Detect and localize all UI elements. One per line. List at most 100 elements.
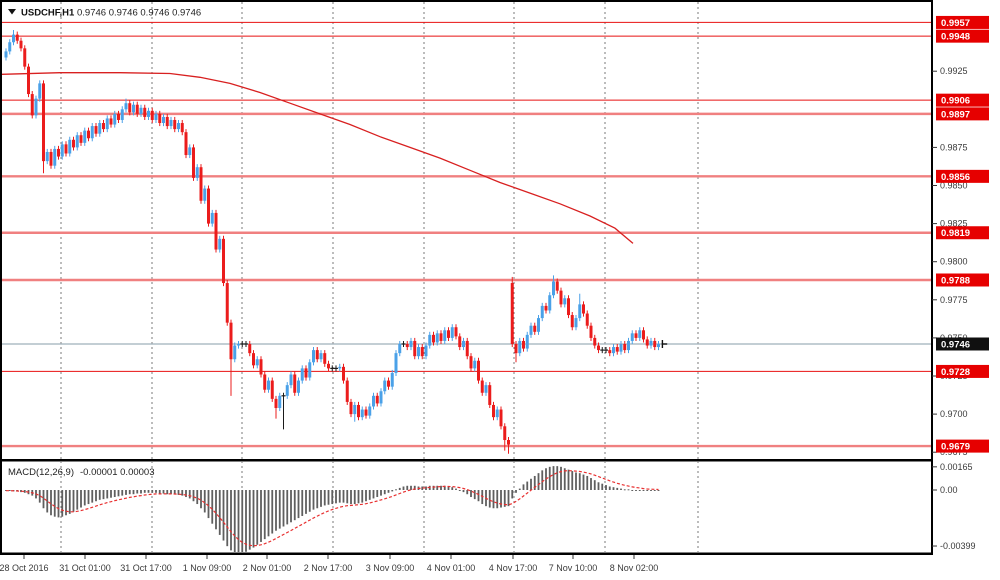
candle (297, 380, 300, 393)
macd-bar (8, 490, 11, 491)
macd-bar (222, 490, 225, 541)
candle (105, 118, 109, 130)
macd-bar (402, 486, 405, 490)
candle (180, 123, 184, 133)
macd-bar (312, 490, 315, 510)
macd-bar (376, 490, 379, 498)
macd-bar (556, 466, 559, 490)
macd-bar (50, 490, 52, 516)
candle (360, 409, 364, 418)
macd-bar (443, 485, 446, 490)
price-badge-text: 0.9856 (941, 172, 970, 183)
candle (169, 119, 173, 127)
candle (589, 325, 593, 338)
chart-dropdown-icon (8, 9, 16, 15)
candle (405, 344, 409, 348)
candle (383, 380, 387, 392)
candle (552, 281, 555, 296)
macd-bar (297, 490, 300, 519)
macd-bar (61, 490, 64, 517)
candle (135, 104, 139, 114)
macd-bar (575, 472, 577, 490)
candle (379, 391, 383, 404)
candle (529, 325, 533, 335)
candle (443, 330, 447, 341)
candle (555, 281, 559, 291)
macd-bar (541, 470, 544, 490)
candle (480, 380, 484, 393)
macd-bar (620, 488, 622, 490)
candle (218, 238, 222, 250)
candle (45, 151, 49, 162)
candle (289, 374, 293, 386)
candle (132, 104, 135, 113)
candle (158, 113, 162, 124)
candle (162, 116, 165, 124)
macd-bar (466, 490, 469, 495)
price-badge-text: 0.9957 (941, 18, 970, 29)
macd-bar (552, 466, 555, 490)
macd-bar (147, 490, 150, 493)
panel-borders (0, 0, 933, 555)
price-scale-label: 0.9700 (940, 409, 968, 419)
candle (83, 130, 87, 143)
price-badge (936, 93, 989, 107)
macd-bar (72, 490, 75, 512)
period-separators-main (60, 2, 699, 459)
price-badge-text: 0.9906 (941, 96, 970, 107)
candle (559, 290, 563, 305)
candle (109, 118, 113, 125)
candle (465, 340, 469, 357)
candle (548, 295, 552, 311)
candle (503, 426, 507, 441)
macd-bar (642, 490, 645, 491)
candle (630, 333, 634, 341)
macd-bar (380, 490, 382, 496)
macd-bar (143, 490, 146, 493)
price-badge-text: 0.9948 (941, 32, 970, 43)
macd-bar (597, 482, 600, 490)
price-badge (936, 107, 989, 121)
candle (312, 350, 315, 363)
macd-scale-label: -0.00399 (940, 541, 976, 551)
macd-bar (605, 485, 607, 490)
candle (117, 113, 120, 120)
macd-bar (323, 490, 326, 506)
candle (338, 366, 342, 369)
macd-bar (125, 490, 127, 495)
price-badge (936, 364, 989, 378)
macd-bar (387, 490, 390, 493)
macd-bar (560, 466, 562, 490)
candle (357, 404, 360, 418)
time-scale-label: 31 Oct 17:00 (120, 563, 172, 573)
macd-bar (432, 485, 435, 490)
macd-bar (515, 490, 517, 493)
macd-bar (421, 486, 424, 490)
macd-bar (410, 485, 412, 490)
candle (653, 340, 657, 348)
macd-bar (65, 490, 67, 516)
macd-bar (327, 490, 330, 505)
candle (278, 395, 282, 409)
price-scale-label: 0.9800 (940, 257, 968, 267)
candle (345, 380, 349, 402)
candle (574, 318, 578, 328)
macd-bar (102, 490, 105, 500)
candle (255, 359, 259, 366)
macd-bar (308, 490, 311, 512)
macd-bar (290, 490, 292, 523)
candle (27, 66, 30, 95)
candle (64, 144, 68, 154)
candle (428, 334, 432, 346)
macd-indicator-label: MACD(12,26,9) (8, 467, 74, 478)
candle (649, 340, 653, 346)
macd-bar (481, 490, 484, 505)
candle (458, 336, 462, 348)
candle (274, 398, 278, 409)
macd-bar (320, 490, 322, 507)
candle (567, 298, 570, 316)
price-badge (936, 15, 989, 29)
macd-bar (623, 489, 626, 491)
